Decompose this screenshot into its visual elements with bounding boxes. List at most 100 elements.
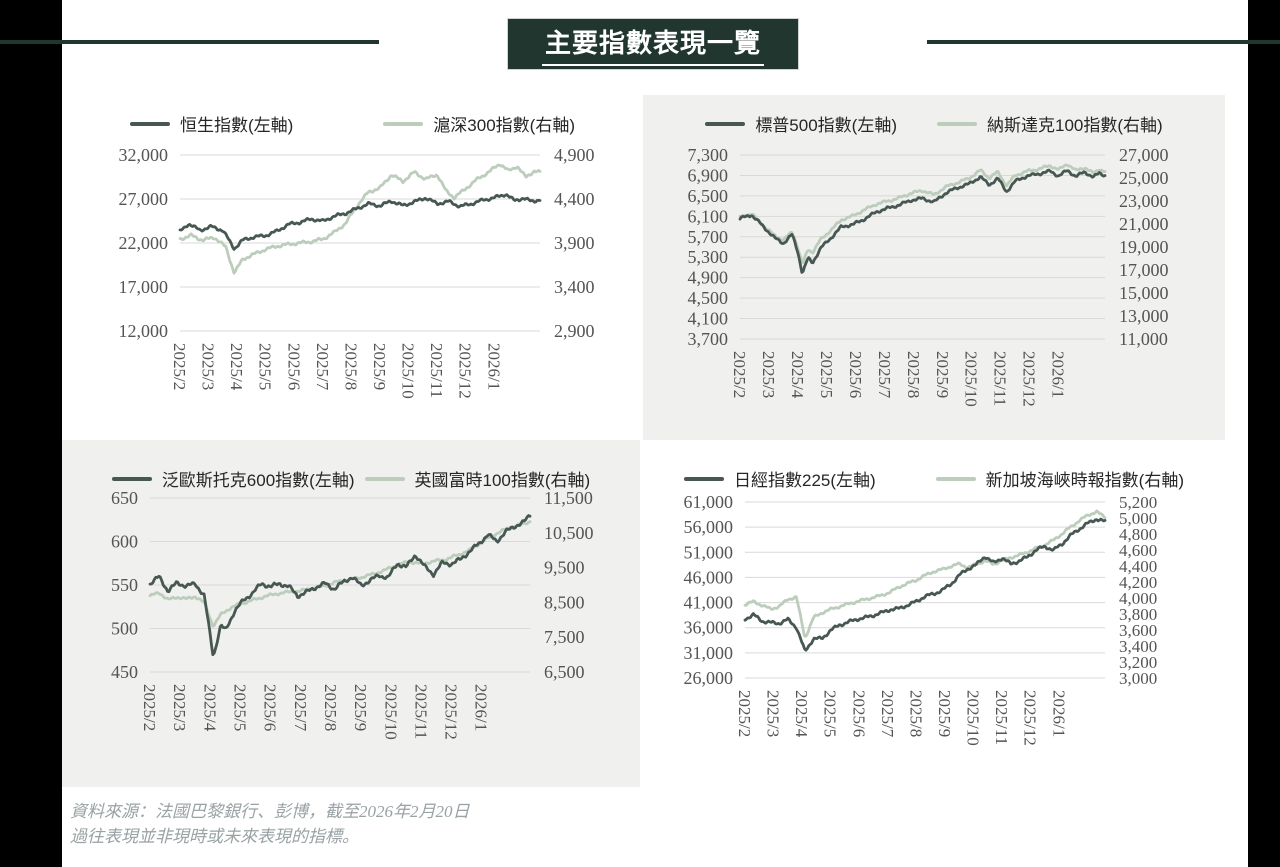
- right-y-tick-label: 3,800: [1119, 605, 1157, 624]
- legend-label: 滬深300指數(右軸): [433, 116, 575, 135]
- page-title-box: 主要指數表現一覽: [507, 18, 799, 70]
- right-y-tick-label: 19,000: [1119, 237, 1169, 257]
- chart-svg-hang-seng-csi300: 32,000 27,000 22,000 17,000 12,000 4,900 4,400…: [119, 145, 595, 399]
- left-y-tick-label: 650: [111, 488, 138, 508]
- legend-label: 恒生指數(左軸): [179, 116, 294, 135]
- right-y-tick-label: 15,000: [1119, 283, 1169, 303]
- legend-label: 新加坡海峽時報指數(右軸): [985, 471, 1184, 490]
- right-y-tick-label: 4,200: [1119, 573, 1157, 592]
- x-tick-label: 2025/2: [730, 351, 749, 398]
- x-tick-label: 2025/9: [935, 690, 954, 737]
- legend-item: 滬深300指數(右軸): [383, 111, 575, 136]
- page-title: 主要指數表現一覽: [541, 23, 764, 66]
- left-y-tick-label: 41,000: [684, 593, 734, 613]
- x-tick-label: 2025/12: [1021, 690, 1040, 746]
- legend-item: 標普500指數(左軸): [705, 111, 897, 136]
- chart-legend: 恒生指數(左軸) 滬深300指數(右軸): [62, 111, 643, 136]
- x-tick-label: 2025/4: [792, 690, 811, 738]
- right-y-tick-label: 9,500: [544, 558, 585, 578]
- series-line-泛歐斯托克600指數: [148, 514, 532, 657]
- right-y-tick-label: 10,500: [544, 523, 594, 543]
- legend-line-swatch: [111, 476, 152, 481]
- right-y-tick-label: 4,800: [1119, 525, 1157, 544]
- x-tick-label: 2025/7: [878, 690, 897, 738]
- chart-panel-sp500-nasdaq100: 標普500指數(左軸) 納斯達克100指數(右軸) 7,300 6,900 6,500 6…: [643, 95, 1225, 440]
- x-tick-label: 2025/5: [821, 690, 840, 737]
- right-y-tick-label: 3,000: [1119, 669, 1157, 688]
- right-y-tick-label: 4,600: [1119, 541, 1157, 560]
- source-note: 資料來源：法國巴黎銀行、彭博，截至2026年2月20日 過往表現並非現時或未來表…: [70, 799, 470, 849]
- x-tick-label: 2025/11: [992, 690, 1011, 745]
- series-line-恒生指數: [178, 193, 542, 251]
- x-tick-label: 2025/8: [906, 690, 925, 737]
- x-tick-label: 2025/6: [849, 690, 868, 737]
- left-y-tick-label: 17,000: [119, 277, 169, 297]
- right-y-tick-label: 3,400: [1119, 637, 1157, 656]
- x-tick-label: 2025/12: [1020, 351, 1039, 407]
- legend-label: 泛歐斯托克600指數(左軸): [161, 471, 355, 490]
- chart-panel-nikkei225-straits-times: 日經指數225(左軸) 新加坡海峽時報指數(右軸) 61,000 56,000 51,0…: [643, 440, 1225, 787]
- legend-item: 日經指數225(左軸): [683, 466, 876, 491]
- chart-legend: 標普500指數(左軸) 納斯達克100指數(右軸): [643, 111, 1225, 136]
- right-y-tick-label: 4,400: [1119, 557, 1157, 576]
- x-tick-label: 2025/3: [759, 351, 778, 398]
- x-tick-label: 2025/10: [962, 351, 981, 407]
- x-tick-label: 2025/3: [764, 690, 783, 737]
- left-y-tick-label: 3,700: [688, 329, 729, 349]
- series-line-納斯達克100指數: [738, 163, 1107, 264]
- right-y-tick-label: 3,200: [1119, 653, 1157, 672]
- left-y-tick-label: 7,300: [688, 145, 729, 165]
- right-y-tick-label: 3,400: [554, 277, 595, 297]
- legend-line-swatch: [683, 476, 724, 481]
- x-tick-label: 2025/5: [230, 684, 249, 731]
- x-tick-label: 2025/10: [381, 684, 400, 740]
- legend-line-swatch: [937, 121, 977, 126]
- left-black-bar: [0, 0, 62, 867]
- right-y-tick-label: 4,400: [554, 189, 595, 209]
- right-y-tick-label: 5,200: [1119, 493, 1157, 512]
- series-line-標普500指數: [738, 168, 1107, 274]
- x-tick-label: 2025/12: [456, 343, 475, 399]
- x-tick-label: 2026/1: [1049, 690, 1068, 737]
- x-tick-label: 2025/7: [291, 684, 310, 732]
- right-y-tick-label: 5,000: [1119, 509, 1157, 528]
- right-y-tick-label: 17,000: [1119, 260, 1169, 280]
- right-y-tick-label: 4,900: [554, 145, 595, 165]
- x-tick-label: 2026/1: [472, 684, 491, 731]
- x-tick-label: 2026/1: [1049, 351, 1068, 398]
- legend-item: 恒生指數(左軸): [129, 111, 294, 136]
- left-y-tick-label: 4,100: [688, 309, 729, 329]
- left-y-tick-label: 6,900: [688, 165, 729, 185]
- x-tick-label: 2025/6: [846, 351, 865, 398]
- right-y-tick-label: 23,000: [1119, 191, 1169, 211]
- left-y-tick-label: 5,700: [688, 227, 729, 247]
- x-tick-label: 2025/9: [370, 343, 389, 390]
- x-tick-label: 2025/11: [991, 351, 1010, 406]
- title-rule-right: [927, 40, 1280, 44]
- legend-item: 泛歐斯托克600指數(左軸): [111, 466, 355, 491]
- series-line-日經指數225: [743, 517, 1107, 652]
- right-y-tick-label: 8,500: [544, 592, 585, 612]
- x-tick-label: 2025/2: [170, 343, 189, 390]
- legend-line-swatch: [383, 121, 424, 126]
- x-tick-label: 2025/12: [442, 684, 461, 740]
- x-tick-label: 2025/6: [261, 684, 280, 731]
- x-tick-label: 2025/2: [140, 684, 159, 731]
- x-tick-label: 2026/1: [484, 343, 503, 390]
- legend-line-swatch: [705, 121, 746, 126]
- legend-line-swatch: [935, 476, 976, 481]
- x-tick-label: 2025/4: [788, 351, 807, 399]
- left-y-tick-label: 22,000: [119, 233, 169, 253]
- left-y-tick-label: 26,000: [684, 668, 734, 688]
- source-line-2: 過往表現並非現時或未來表現的指標。: [70, 827, 359, 846]
- x-tick-label: 2025/7: [875, 351, 894, 399]
- left-y-tick-label: 4,500: [688, 288, 729, 308]
- right-black-bar: [1248, 0, 1280, 867]
- x-tick-label: 2025/5: [256, 343, 275, 390]
- left-y-tick-label: 27,000: [119, 189, 169, 209]
- right-y-tick-label: 2,900: [554, 321, 595, 341]
- right-y-tick-label: 11,500: [544, 488, 593, 508]
- right-y-tick-label: 25,000: [1119, 168, 1169, 188]
- legend-item: 英國富時100指數(右軸): [364, 466, 590, 491]
- x-tick-label: 2025/11: [427, 343, 446, 398]
